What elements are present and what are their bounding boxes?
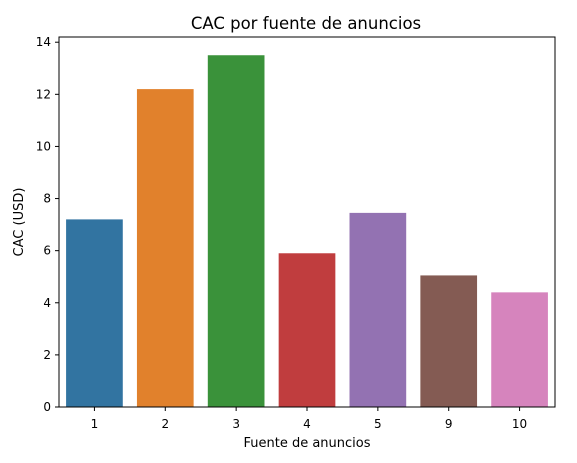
x-tick-label: 3: [232, 417, 240, 431]
bars-group: [66, 55, 548, 408]
x-tick-label: 2: [161, 417, 169, 431]
bar-9: [420, 275, 478, 407]
bar-5: [349, 212, 407, 407]
x-axis-label: Fuente de anuncios: [243, 436, 370, 451]
x-tick-label: 9: [445, 417, 453, 431]
y-tick-label: 2: [43, 348, 51, 362]
bar-10: [491, 292, 548, 407]
y-tick-label: 14: [36, 35, 51, 49]
chart-title: CAC por fuente de anuncios: [191, 14, 421, 33]
bar-1: [66, 219, 123, 407]
y-tick-label: 12: [36, 87, 51, 101]
x-tick-label: 10: [512, 417, 527, 431]
y-axis-label: CAC (USD): [12, 188, 27, 257]
x-tick-label: 5: [374, 417, 382, 431]
y-tick-label: 6: [43, 244, 51, 258]
x-axis-ticks: 1 2 3 4 5 9 10: [91, 407, 527, 431]
y-tick-label: 10: [36, 139, 51, 153]
bar-3: [207, 55, 265, 408]
y-tick-label: 8: [43, 192, 51, 206]
x-tick-label: 4: [303, 417, 311, 431]
bar-4: [278, 253, 336, 407]
bar-2: [136, 89, 194, 408]
y-tick-label: 0: [43, 400, 51, 414]
y-tick-label: 4: [43, 296, 51, 310]
x-tick-label: 1: [91, 417, 99, 431]
y-axis-ticks: 0 2 4 6 8 10 12 14: [36, 35, 59, 414]
